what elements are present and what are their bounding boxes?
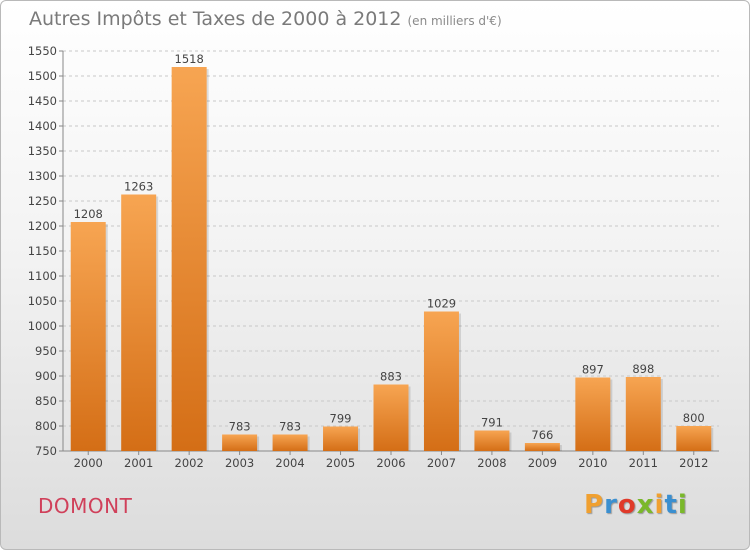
commune-name: DOMONT	[38, 494, 133, 518]
y-tick-label: 950	[35, 344, 57, 358]
x-tick-label: 2001	[124, 456, 153, 470]
x-tick-label: 2003	[225, 456, 254, 470]
data-label: 1029	[427, 297, 456, 311]
data-label: 766	[531, 428, 553, 442]
data-label: 783	[279, 420, 301, 434]
y-tick-label: 1000	[28, 319, 57, 333]
logo-letter: r	[604, 490, 618, 520]
x-tick-label: 2008	[477, 456, 506, 470]
data-label: 783	[229, 420, 251, 434]
bar	[373, 384, 409, 451]
bar	[70, 222, 106, 451]
x-tick-label: 2012	[679, 456, 708, 470]
y-tick-label: 850	[35, 394, 57, 408]
labels: 750 800 850 900 950 1000 1050 1100 1150 1200 1250 1…	[28, 44, 709, 470]
y-tick-label: 1200	[28, 219, 57, 233]
x-tick-label: 2004	[275, 456, 304, 470]
y-tick-label: 1400	[28, 119, 57, 133]
x-tick-label: 2007	[427, 456, 456, 470]
bar	[423, 311, 459, 451]
proxiti-logo[interactable]: Proxiti	[584, 490, 688, 520]
bar	[272, 434, 308, 451]
x-tick-label: 2011	[629, 456, 658, 470]
x-tick-label: 2002	[175, 456, 204, 470]
data-label: 791	[481, 416, 503, 430]
x-tick-label: 2009	[528, 456, 557, 470]
x-tick-label: 2010	[578, 456, 607, 470]
bar	[524, 443, 560, 451]
data-label: 1518	[175, 52, 204, 66]
y-tick-label: 900	[35, 369, 57, 383]
bars	[70, 67, 714, 451]
data-label: 897	[582, 363, 604, 377]
data-label: 1263	[124, 180, 153, 194]
x-tick-label: 2006	[376, 456, 405, 470]
logo-letter: x	[636, 490, 655, 520]
logo-letter: P	[584, 490, 605, 520]
y-tick-label: 750	[35, 444, 57, 458]
bar	[625, 377, 661, 451]
y-tick-label: 1350	[28, 144, 57, 158]
data-label: 883	[380, 370, 402, 384]
bar	[323, 426, 359, 451]
logo-letter: o	[617, 490, 637, 520]
y-tick-label: 800	[35, 419, 57, 433]
bar	[474, 430, 510, 451]
bar	[171, 67, 207, 451]
logo-letter: i	[677, 490, 688, 520]
chart-title-text: Autres Impôts et Taxes de 2000 à 2012	[29, 8, 402, 30]
y-tick-label: 1300	[28, 169, 57, 183]
bar	[222, 434, 258, 451]
data-label: 800	[683, 411, 705, 425]
bar	[676, 426, 712, 451]
y-tick-label: 1550	[28, 44, 57, 58]
y-tick-label: 1100	[28, 269, 57, 283]
y-tick-label: 1250	[28, 194, 57, 208]
chart-title: Autres Impôts et Taxes de 2000 à 2012 (en…	[29, 8, 502, 30]
logo-letter: i	[654, 490, 665, 520]
bar	[575, 377, 611, 451]
chart-subtitle: (en milliers d'€)	[407, 14, 502, 28]
x-tick-label: 2000	[74, 456, 103, 470]
data-label: 1208	[74, 207, 103, 221]
y-tick-label: 1500	[28, 69, 57, 83]
data-label: 799	[330, 412, 352, 426]
y-tick-label: 1450	[28, 94, 57, 108]
logo-letter: t	[664, 490, 678, 520]
data-label: 898	[632, 362, 654, 376]
bar	[121, 194, 157, 451]
x-tick-label: 2005	[326, 456, 355, 470]
y-tick-label: 1150	[28, 244, 57, 258]
y-tick-label: 1050	[28, 294, 57, 308]
